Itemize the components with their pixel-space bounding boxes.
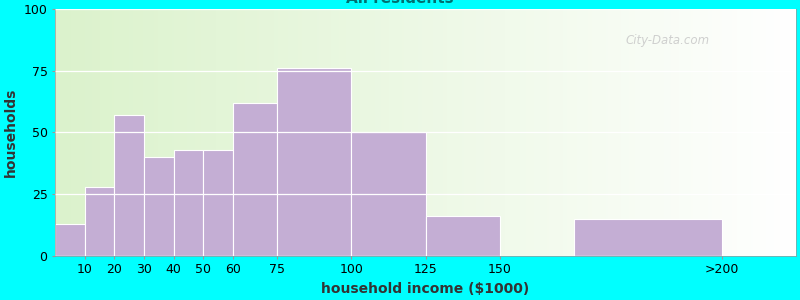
Bar bbox=[574, 219, 722, 256]
Bar bbox=[233, 103, 278, 256]
Bar bbox=[144, 157, 174, 256]
Bar bbox=[278, 68, 351, 256]
Text: City-Data.com: City-Data.com bbox=[626, 34, 710, 47]
X-axis label: household income ($1000): household income ($1000) bbox=[322, 282, 530, 296]
Bar bbox=[426, 216, 499, 256]
Text: All residents: All residents bbox=[346, 0, 454, 6]
Bar bbox=[203, 150, 233, 256]
Bar bbox=[114, 115, 144, 256]
Bar bbox=[55, 224, 85, 256]
Y-axis label: households: households bbox=[4, 88, 18, 177]
Bar bbox=[85, 187, 114, 256]
Bar bbox=[351, 132, 426, 256]
Bar bbox=[174, 150, 203, 256]
